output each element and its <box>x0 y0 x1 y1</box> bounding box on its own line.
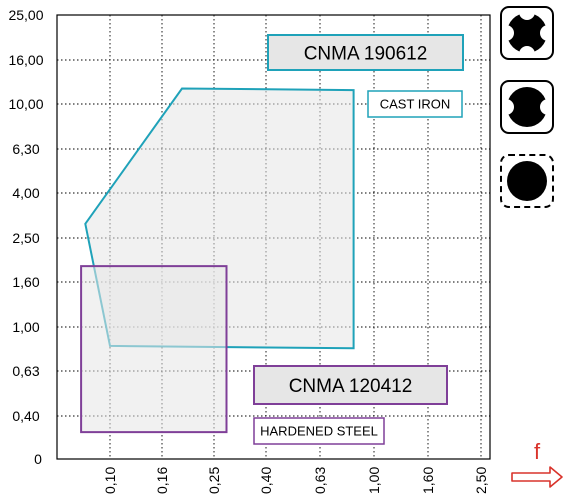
region-material: CAST IRON <box>380 97 451 112</box>
y-tick-label: 6,30 <box>12 141 39 157</box>
y-tick-label: 10,00 <box>8 96 43 112</box>
region-labels: CNMA 190612 CAST IRON CNMA 120412 HARDENED … <box>253 34 464 445</box>
continuous-cut-icon <box>500 6 554 60</box>
light-interrupted-cut-icon <box>500 80 554 134</box>
heavy-interrupted-cut-icon <box>500 154 554 208</box>
x-tick-label: 0,10 <box>102 467 118 494</box>
x-tick-label: 0,25 <box>206 467 222 494</box>
region-material-box <box>253 417 385 445</box>
y-tick-label: 16,00 <box>8 52 43 68</box>
x-tick-label: 1,60 <box>420 467 436 494</box>
region-name: CNMA 190612 <box>304 43 428 64</box>
y-tick-label: 0,40 <box>12 408 39 424</box>
region-material: HARDENED STEEL <box>260 424 378 439</box>
regions <box>80 87 355 434</box>
y-tick-label: 4,00 <box>12 185 39 201</box>
region-1-outline <box>80 265 228 434</box>
x-tick-label: 0,63 <box>312 467 328 494</box>
x-tick-label: 1,00 <box>366 467 382 494</box>
region-name-box <box>253 365 448 405</box>
y-tick-label: 1,00 <box>12 319 39 335</box>
x-tick-label: 2,50 <box>473 467 489 494</box>
y-tick-label: 2,50 <box>12 230 39 246</box>
y-tick-label: 0 <box>34 451 42 467</box>
y-tick-label: 25,00 <box>8 7 43 23</box>
y-tick-label: 0,63 <box>12 363 39 379</box>
x-tick-label: 0,16 <box>154 467 170 494</box>
x-tick-label: 0,40 <box>258 467 274 494</box>
plot-frame <box>56 14 491 460</box>
region-material-box <box>367 90 463 118</box>
continuous-cut-icon-glyph <box>505 11 549 55</box>
region-name-box <box>267 34 464 71</box>
heavy-interrupted-cut-icon-glyph <box>507 161 547 201</box>
y-tick-labels: 25,00 16,00 10,00 6,30 4,00 2,50 1,60 1,00 0,63 0… <box>8 7 43 467</box>
x-tick-labels: 0,10 0,16 0,25 0,40 0,63 1,00 1,60 2,50 <box>102 467 489 494</box>
feed-axis-marker: f <box>511 439 563 488</box>
feed-arrow-icon <box>511 466 563 488</box>
light-interrupted-cut-icon-glyph <box>505 87 549 127</box>
region-name: CNMA 120412 <box>289 376 413 397</box>
feed-axis-label: f <box>534 439 541 464</box>
y-tick-label: 1,60 <box>12 274 39 290</box>
